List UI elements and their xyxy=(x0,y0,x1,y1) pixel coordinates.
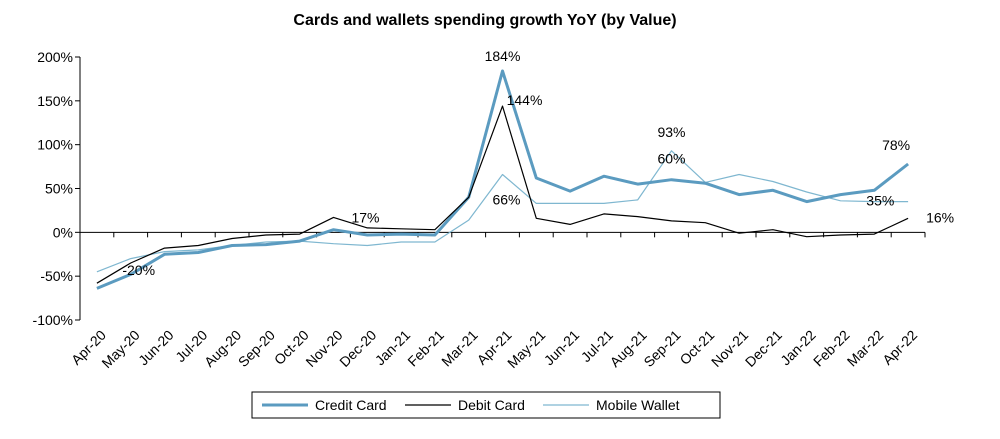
y-axis: -100% -50% 0% 50% 100% 150% 200% xyxy=(33,49,81,328)
x-tick-label: May-21 xyxy=(504,327,548,371)
x-tick-label: Feb-21 xyxy=(404,327,447,370)
data-label: 35% xyxy=(866,193,894,209)
data-label: 184% xyxy=(485,48,521,64)
legend-box xyxy=(251,391,721,419)
y-tick-label: -100% xyxy=(33,312,73,328)
series-lines xyxy=(96,69,910,290)
y-tick-label: 50% xyxy=(45,181,73,197)
x-tick-label: Jun-21 xyxy=(541,327,583,369)
data-label: 60% xyxy=(657,151,685,167)
data-label: 78% xyxy=(882,137,910,153)
y-tick-label: 200% xyxy=(37,49,73,65)
data-labels: 184% 144% 66% 93% 60% -20% 17% 78% 35% 16% xyxy=(122,48,954,278)
data-label: 16% xyxy=(926,209,954,225)
data-label: -20% xyxy=(122,262,155,278)
data-label: 144% xyxy=(507,92,543,108)
x-tick-label: Sep-20 xyxy=(235,327,278,370)
legend-label: Mobile Wallet xyxy=(596,397,680,413)
x-tick-label: Dec-20 xyxy=(336,327,379,370)
y-tick-label: 100% xyxy=(37,137,73,153)
x-tick-label: Apr-22 xyxy=(879,327,920,368)
series-line-mobile-wallet xyxy=(96,150,909,273)
x-tick-label: May-20 xyxy=(98,327,142,371)
data-label: 93% xyxy=(657,124,685,140)
data-label: 17% xyxy=(351,209,379,225)
x-tick-label: Aug-20 xyxy=(201,327,244,370)
x-tick-label: Sep-21 xyxy=(640,327,683,370)
data-label: 66% xyxy=(492,191,520,207)
legend-label: Debit Card xyxy=(458,397,525,413)
x-tick-label: Jun-20 xyxy=(135,327,177,369)
x-tick-label: Mar-22 xyxy=(844,327,887,370)
x-tick-label: Aug-21 xyxy=(607,327,650,370)
chart-title: Cards and wallets spending growth YoY (b… xyxy=(293,12,676,29)
x-tick-label: Dec-21 xyxy=(742,327,785,370)
legend-label: Credit Card xyxy=(315,397,387,413)
x-tick-label: Nov-21 xyxy=(708,327,751,370)
y-tick-label: 150% xyxy=(37,93,73,109)
x-tick-label: Nov-20 xyxy=(302,327,345,370)
y-tick-label: 0% xyxy=(53,224,73,240)
legend: Credit Card Debit Card Mobile Wallet xyxy=(251,391,721,419)
x-tick-label: Feb-22 xyxy=(810,327,853,370)
y-tick-label: -50% xyxy=(40,268,73,284)
x-tick-label: Mar-21 xyxy=(438,327,481,370)
series-line-debit-card xyxy=(96,105,909,284)
series-line-credit-card xyxy=(96,69,910,290)
